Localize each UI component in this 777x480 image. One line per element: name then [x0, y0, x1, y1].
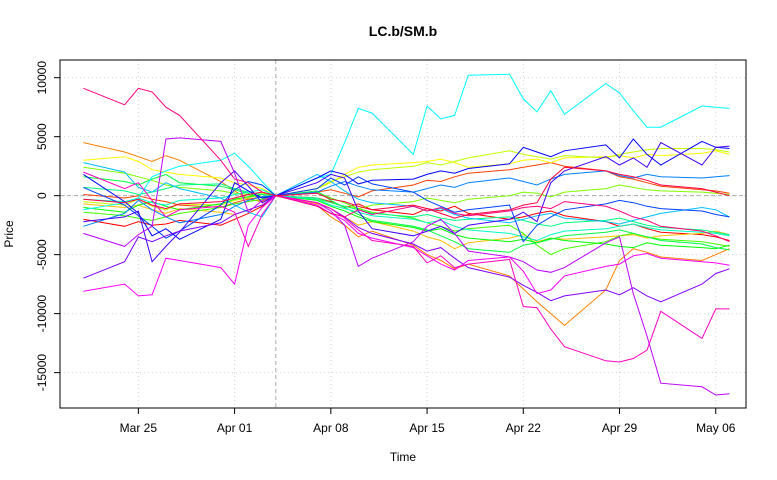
x-tick-label-5: Apr 29: [602, 421, 638, 435]
series-line-19: [83, 137, 730, 396]
series-line-18: [83, 195, 730, 303]
series-line-15: [83, 176, 730, 243]
series-line-1: [83, 162, 730, 209]
series-line-20: [83, 195, 730, 297]
series-line-22: [83, 87, 730, 243]
y-axis: 10000 5000 0 -5000 -10000 -15000: [35, 61, 60, 392]
series-line-10: [83, 183, 730, 236]
x-tick-label-6: May 06: [696, 421, 736, 435]
series-line-6: [83, 166, 730, 210]
series-line-7: [83, 191, 730, 256]
series-line-5: [83, 148, 730, 211]
reference-lines: [60, 60, 746, 408]
x-tick-label-2: Apr 08: [313, 421, 349, 435]
series-line-4: [83, 150, 730, 197]
x-tick-label-3: Apr 15: [409, 421, 445, 435]
x-tick-label-4: Apr 22: [506, 421, 542, 435]
plot-frame: [59, 59, 747, 409]
chart-title: LC.b/SM.b: [369, 23, 437, 39]
y-tick-label-4: -10000: [35, 295, 49, 333]
x-axis: Mar 25 Apr 01 Apr 08 Apr 15 Apr 22 Apr 29 May …: [120, 408, 736, 435]
x-tick-label-0: Mar 25: [120, 421, 158, 435]
y-axis-label: Price: [2, 220, 16, 248]
x-axis-label: Time: [390, 450, 417, 464]
series-lines: [83, 73, 730, 396]
y-tick-label-1: 5000: [35, 123, 49, 150]
y-tick-label-2: 0: [35, 192, 49, 199]
x-tick-label-1: Apr 01: [217, 421, 253, 435]
series-line-11: [83, 189, 730, 242]
y-tick-label-3: -5000: [35, 239, 49, 270]
y-tick-label-5: -15000: [35, 354, 49, 392]
y-tick-label-0: 10000: [35, 61, 49, 95]
series-line-2: [83, 142, 730, 327]
series-line-12: [83, 73, 730, 211]
series-line-16: [83, 138, 730, 240]
series-line-23: [83, 166, 730, 219]
series-line-21: [83, 171, 730, 363]
